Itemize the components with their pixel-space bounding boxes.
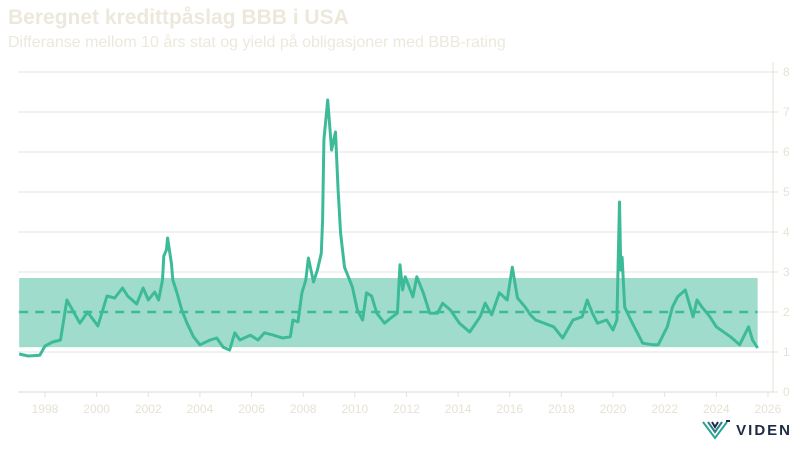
- x-tick-label: 2014: [445, 402, 472, 416]
- x-tick-label: 1998: [32, 402, 59, 416]
- x-tick-label: 2000: [83, 402, 110, 416]
- x-tick-label: 2004: [187, 402, 214, 416]
- x-tick-label: 2006: [238, 402, 265, 416]
- x-tick-label: 2002: [135, 402, 162, 416]
- x-tick-label: 2020: [600, 402, 627, 416]
- chart-subtitle: Differanse mellom 10 års stat og yield p…: [8, 34, 506, 51]
- x-tick-label: 2024: [703, 402, 730, 416]
- x-tick-label: 2016: [496, 402, 523, 416]
- x-tick-label: 2018: [548, 402, 575, 416]
- x-tick-label: 2022: [651, 402, 678, 416]
- y-tick-label: 6: [783, 145, 790, 159]
- y-tick-label: 7: [783, 105, 790, 119]
- y-tick-label: 4: [783, 225, 790, 239]
- series-line: [18, 98, 759, 358]
- y-tick-label: 8: [783, 65, 790, 79]
- x-tick-label: 2012: [393, 402, 420, 416]
- x-tick-label: 2010: [341, 402, 368, 416]
- y-tick-label: 3: [783, 265, 790, 279]
- x-tick-label: 2026: [755, 402, 782, 416]
- y-tick-label: 5: [783, 185, 790, 199]
- y-tick-label: 0: [783, 385, 790, 399]
- viden-logo-text: VIDEN: [736, 421, 792, 439]
- y-tick-label: 1: [783, 345, 790, 359]
- y-tick-label: 2: [783, 305, 790, 319]
- chart-title: Beregnet kredittpåslag BBB i USA: [8, 6, 349, 29]
- viden-logo: VIDEN: [702, 420, 792, 440]
- x-tick-label: 2008: [290, 402, 317, 416]
- viden-logo-icon: [702, 420, 731, 440]
